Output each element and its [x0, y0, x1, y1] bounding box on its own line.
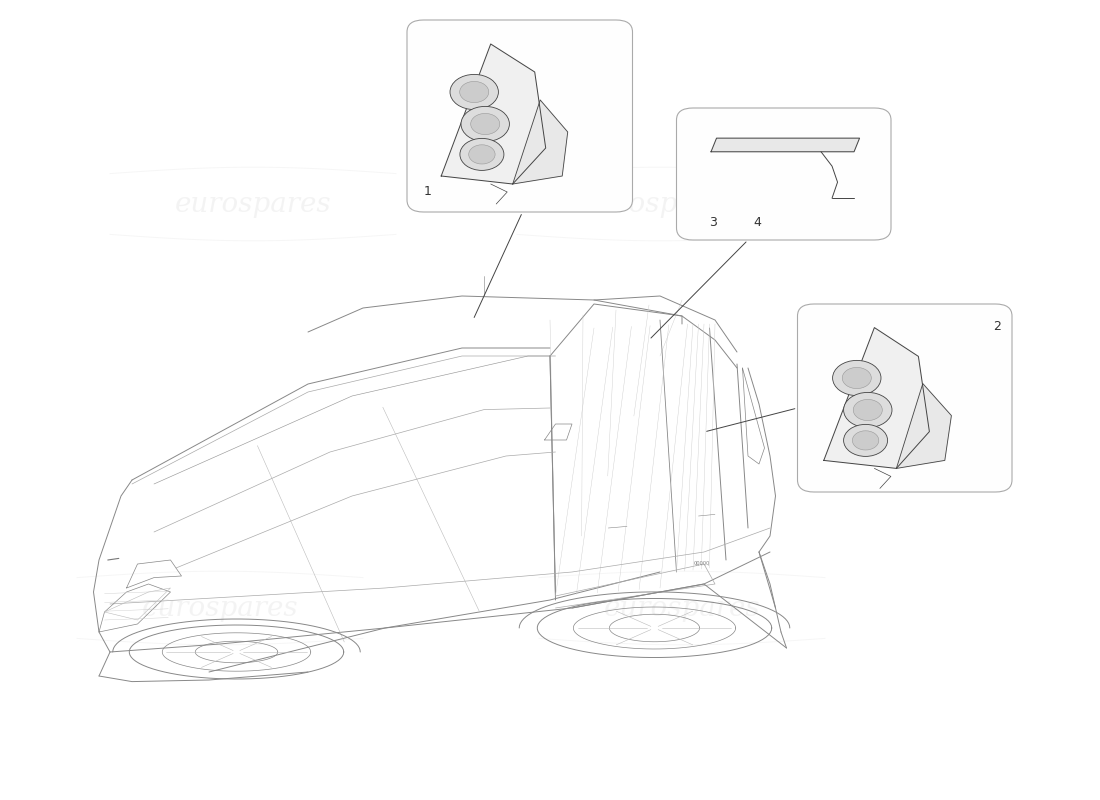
- Text: eurospares: eurospares: [582, 190, 738, 218]
- Text: eurospares: eurospares: [175, 190, 331, 218]
- Circle shape: [854, 399, 882, 421]
- Circle shape: [844, 393, 892, 428]
- Polygon shape: [441, 44, 546, 184]
- Circle shape: [469, 145, 495, 164]
- FancyBboxPatch shape: [676, 108, 891, 240]
- Text: eurospares: eurospares: [604, 594, 760, 622]
- FancyBboxPatch shape: [798, 304, 1012, 492]
- Circle shape: [450, 74, 498, 110]
- Polygon shape: [513, 100, 568, 184]
- Circle shape: [460, 138, 504, 170]
- FancyBboxPatch shape: [407, 20, 632, 212]
- Circle shape: [844, 424, 888, 457]
- Text: eurospares: eurospares: [142, 594, 298, 622]
- Circle shape: [460, 82, 488, 102]
- Polygon shape: [896, 384, 951, 469]
- Text: QQQQQ: QQQQQ: [694, 561, 710, 566]
- Circle shape: [833, 360, 881, 396]
- Circle shape: [461, 106, 509, 142]
- Circle shape: [852, 430, 879, 450]
- Text: 2: 2: [993, 320, 1001, 333]
- Polygon shape: [711, 138, 859, 152]
- Text: 1: 1: [424, 185, 431, 198]
- Circle shape: [843, 367, 871, 389]
- Text: 3: 3: [710, 215, 717, 229]
- Circle shape: [471, 114, 499, 134]
- Text: 4: 4: [754, 215, 761, 229]
- Polygon shape: [824, 328, 930, 469]
